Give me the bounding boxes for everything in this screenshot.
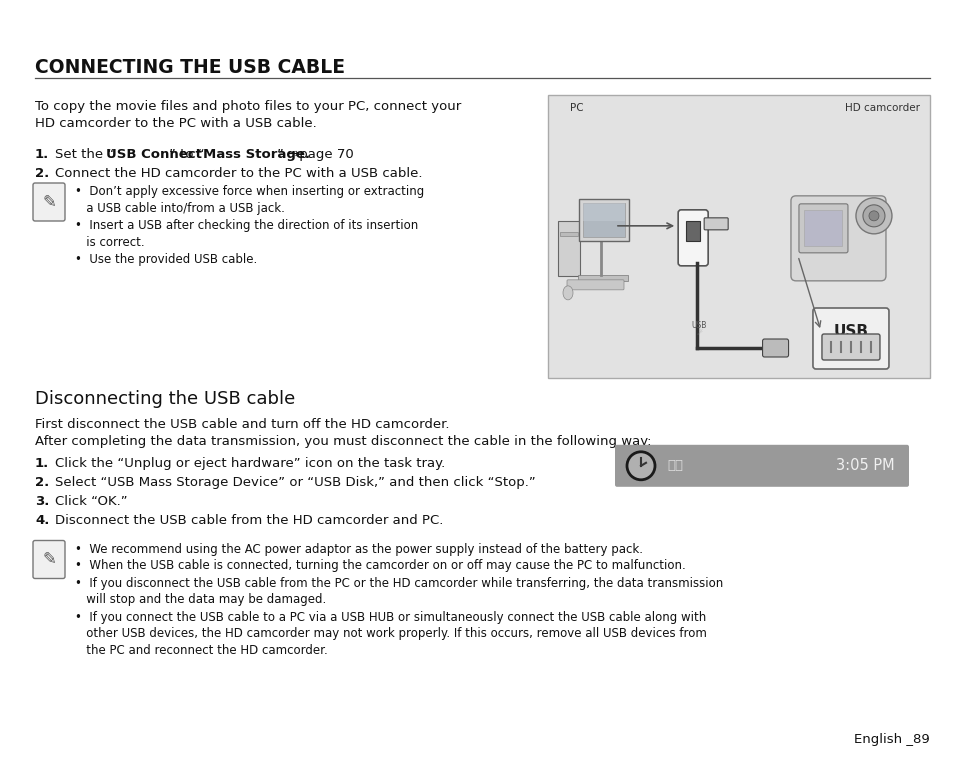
- Text: Set the “: Set the “: [55, 148, 114, 161]
- Bar: [803, 210, 841, 246]
- Text: •  Use the provided USB cable.: • Use the provided USB cable.: [75, 253, 257, 266]
- FancyBboxPatch shape: [33, 541, 65, 578]
- Text: 气火: 气火: [666, 460, 682, 473]
- Text: 1.: 1.: [35, 148, 50, 161]
- Text: 3:05 PM: 3:05 PM: [836, 458, 894, 473]
- Circle shape: [855, 198, 891, 234]
- Ellipse shape: [562, 286, 573, 300]
- Bar: [582, 203, 624, 221]
- Text: 2.: 2.: [35, 476, 50, 489]
- Text: CONNECTING THE USB CABLE: CONNECTING THE USB CABLE: [35, 58, 345, 77]
- Text: USB Connect: USB Connect: [106, 148, 202, 161]
- FancyBboxPatch shape: [821, 334, 879, 360]
- Text: •  We recommend using the AC power adaptor as the power supply instead of the ba: • We recommend using the AC power adapto…: [75, 542, 642, 555]
- Bar: [547, 95, 929, 378]
- Text: After completing the data transmission, you must disconnect the cable in the fol: After completing the data transmission, …: [35, 435, 651, 448]
- FancyBboxPatch shape: [790, 196, 885, 281]
- Text: ” to “: ” to “: [169, 148, 204, 161]
- Text: Click the “Unplug or eject hardware” icon on the task tray.: Click the “Unplug or eject hardware” ico…: [55, 457, 445, 470]
- Circle shape: [626, 452, 655, 480]
- Text: USB: USB: [691, 321, 706, 330]
- Text: First disconnect the USB cable and turn off the HD camcorder.: First disconnect the USB cable and turn …: [35, 418, 449, 431]
- Bar: [559, 232, 578, 236]
- Bar: [582, 203, 624, 237]
- Text: HD camcorder to the PC with a USB cable.: HD camcorder to the PC with a USB cable.: [35, 117, 316, 130]
- Text: •  Don’t apply excessive force when inserting or extracting: • Don’t apply excessive force when inser…: [75, 185, 424, 198]
- Text: Click “OK.”: Click “OK.”: [55, 495, 128, 508]
- Text: ” →page 70: ” →page 70: [277, 148, 354, 161]
- Text: other USB devices, the HD camcorder may not work properly. If this occurs, remov: other USB devices, the HD camcorder may …: [75, 627, 706, 640]
- Text: 2.: 2.: [35, 167, 50, 180]
- Text: •  Insert a USB after checking the direction of its insertion: • Insert a USB after checking the direct…: [75, 219, 417, 232]
- Text: English _89: English _89: [853, 733, 929, 746]
- Circle shape: [868, 211, 878, 221]
- Text: a USB cable into/from a USB jack.: a USB cable into/from a USB jack.: [75, 202, 285, 215]
- Text: ✎: ✎: [42, 551, 56, 568]
- Bar: [558, 221, 579, 276]
- Bar: [578, 275, 627, 281]
- Text: HD camcorder: HD camcorder: [844, 103, 919, 113]
- FancyBboxPatch shape: [812, 308, 888, 369]
- Text: Disconnecting the USB cable: Disconnecting the USB cable: [35, 390, 294, 408]
- FancyBboxPatch shape: [615, 445, 908, 487]
- Text: USB: USB: [833, 324, 867, 339]
- FancyBboxPatch shape: [761, 339, 788, 357]
- FancyBboxPatch shape: [33, 183, 65, 221]
- FancyBboxPatch shape: [566, 280, 623, 290]
- Text: To copy the movie files and photo files to your PC, connect your: To copy the movie files and photo files …: [35, 100, 460, 113]
- FancyBboxPatch shape: [703, 218, 727, 230]
- Bar: [685, 221, 700, 241]
- Text: ☄: ☄: [696, 330, 701, 336]
- Bar: [578, 199, 628, 241]
- Text: Select “USB Mass Storage Device” or “USB Disk,” and then click “Stop.”: Select “USB Mass Storage Device” or “USB…: [55, 476, 536, 489]
- Text: •  If you connect the USB cable to a PC via a USB HUB or simultaneously connect : • If you connect the USB cable to a PC v…: [75, 611, 705, 624]
- Text: will stop and the data may be damaged.: will stop and the data may be damaged.: [75, 594, 326, 607]
- Text: 1.: 1.: [35, 457, 50, 470]
- Text: 3.: 3.: [35, 495, 50, 508]
- Text: Mass Storage.: Mass Storage.: [203, 148, 310, 161]
- Text: Disconnect the USB cable from the HD camcorder and PC.: Disconnect the USB cable from the HD cam…: [55, 514, 443, 527]
- Text: 4.: 4.: [35, 514, 50, 527]
- Text: is correct.: is correct.: [75, 236, 145, 249]
- Text: ✎: ✎: [42, 193, 56, 211]
- FancyBboxPatch shape: [798, 204, 847, 253]
- Circle shape: [862, 205, 884, 227]
- Text: Connect the HD camcorder to the PC with a USB cable.: Connect the HD camcorder to the PC with …: [55, 167, 422, 180]
- Text: PC: PC: [569, 103, 583, 113]
- Text: the PC and reconnect the HD camcorder.: the PC and reconnect the HD camcorder.: [75, 644, 328, 657]
- Text: •  When the USB cable is connected, turning the camcorder on or off may cause th: • When the USB cable is connected, turni…: [75, 559, 685, 572]
- FancyBboxPatch shape: [678, 210, 707, 266]
- Text: •  If you disconnect the USB cable from the PC or the HD camcorder while transfe: • If you disconnect the USB cable from t…: [75, 577, 722, 590]
